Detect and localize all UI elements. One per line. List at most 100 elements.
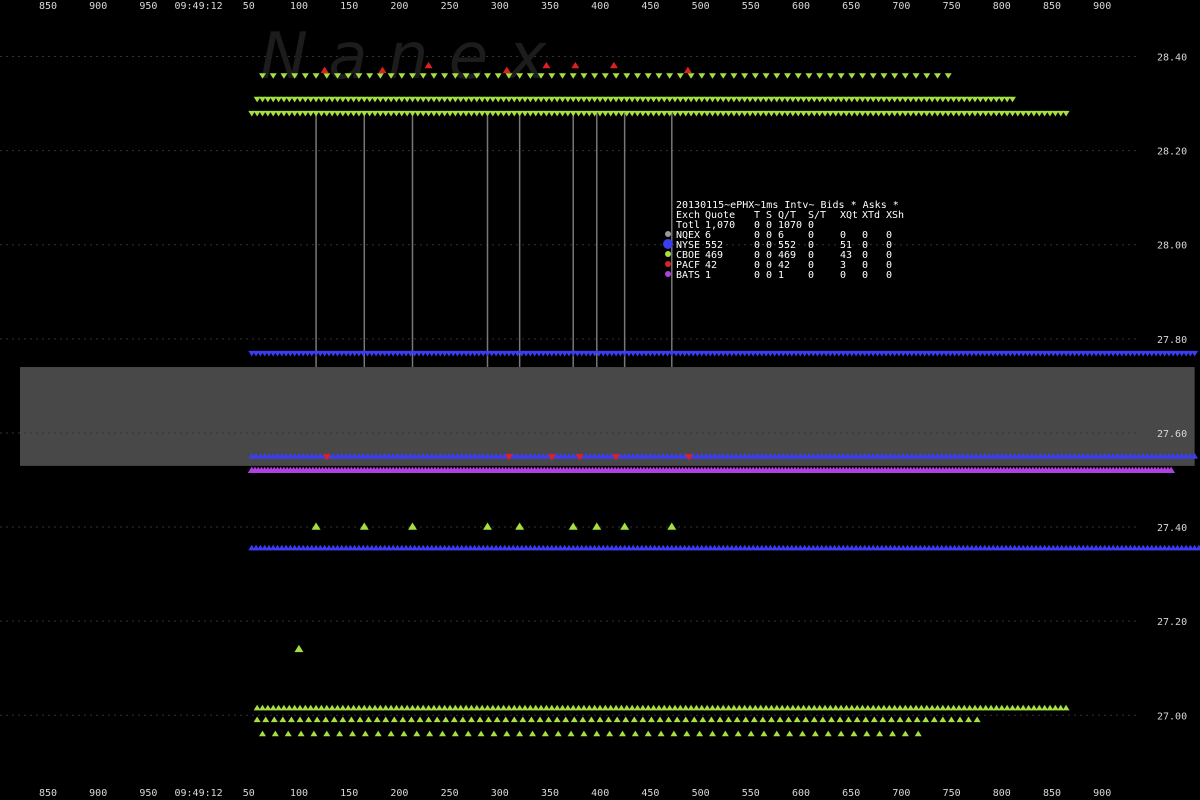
legend-total-cell: 0	[754, 220, 760, 231]
legend-row-nqex-cell: 0	[808, 230, 814, 241]
cboe-bid-marker	[323, 704, 331, 711]
cboe-bid-marker	[789, 704, 797, 711]
cboe-bid-marker	[673, 716, 681, 723]
cboe-ask-marker	[1003, 110, 1011, 117]
legend-row-nqex-cell: 0	[886, 230, 892, 241]
cboe-ask-marker	[387, 73, 395, 79]
cboe-bid-marker	[532, 704, 540, 711]
cboe-ask-marker	[548, 73, 556, 79]
cboe-trade-marker	[311, 522, 321, 530]
cboe-ask-marker	[880, 96, 888, 103]
cboe-bid-marker	[605, 716, 613, 723]
x-tick-label: 600	[792, 1, 810, 12]
legend-row-cboe-cell: 0	[886, 250, 892, 261]
cboe-bid-marker	[644, 730, 652, 737]
cboe-ask-marker	[623, 73, 631, 79]
cboe-ask-marker	[880, 73, 888, 79]
cboe-ask-marker	[291, 73, 299, 79]
cboe-ask-marker	[1041, 110, 1049, 117]
cboe-ask-marker	[446, 96, 454, 103]
cboe-ask-marker	[784, 96, 791, 103]
cboe-ask-marker	[950, 96, 958, 103]
cboe-ask-marker	[660, 96, 668, 103]
cboe-bid-marker	[650, 704, 658, 711]
cboe-bid-marker	[374, 730, 382, 737]
x-tick-label: 800	[993, 1, 1011, 12]
cboe-bid-marker	[762, 704, 770, 711]
cboe-bid-marker	[473, 704, 481, 711]
cboe-ask-marker	[901, 96, 909, 103]
cboe-bid-marker	[426, 730, 434, 737]
cboe-bid-marker	[414, 704, 422, 711]
cboe-bid-marker	[606, 730, 614, 737]
cboe-ask-marker	[1019, 110, 1027, 117]
cboe-trade-marker	[483, 522, 492, 530]
cboe-ask-marker	[323, 110, 331, 117]
cboe-ask-marker	[451, 73, 459, 79]
cboe-ask-marker	[601, 110, 609, 117]
cboe-ask-marker	[730, 96, 738, 103]
cboe-bid-marker	[721, 730, 729, 737]
cboe-ask-marker	[698, 73, 706, 79]
cboe-bid-marker	[476, 716, 484, 723]
cboe-ask-marker	[934, 96, 941, 103]
cboe-bid-marker	[973, 716, 981, 723]
cboe-ask-marker	[275, 96, 283, 103]
pacf-marker	[571, 61, 580, 69]
cboe-ask-marker	[473, 96, 481, 103]
cboe-bid-marker	[617, 704, 625, 711]
cboe-ask-marker	[762, 110, 770, 117]
cboe-ask-marker	[655, 110, 663, 117]
cboe-bid-marker	[859, 704, 866, 711]
cboe-ask-marker	[848, 110, 856, 117]
cboe-ask-marker	[409, 110, 416, 117]
cboe-ask-marker	[864, 110, 872, 117]
cboe-bid-marker	[328, 704, 336, 711]
cboe-bid-marker	[827, 716, 835, 723]
cboe-bid-marker	[521, 704, 529, 711]
cboe-bid-marker	[709, 704, 716, 711]
x-tick-label: 400	[591, 788, 609, 799]
cboe-bid-marker	[836, 716, 844, 723]
legend-row-bats-cell: BATS	[676, 270, 700, 281]
cboe-ask-marker	[912, 110, 920, 117]
cboe-ask-marker	[269, 110, 277, 117]
cboe-bid-marker	[580, 730, 588, 737]
cboe-ask-marker	[767, 110, 775, 117]
x-tick-label: 100	[290, 788, 308, 799]
cboe-bid-marker	[965, 716, 973, 723]
legend-row-bats-cell: 1	[778, 270, 784, 281]
cboe-bid-marker	[824, 730, 832, 737]
pacf-marker	[547, 454, 556, 461]
cboe-ask-marker	[757, 110, 765, 117]
cboe-bid-marker	[1019, 704, 1027, 711]
cboe-ask-marker	[467, 110, 475, 117]
legend-row-bats-cell: 0	[808, 270, 814, 281]
cboe-bid-marker	[947, 716, 955, 723]
cboe-bid-marker	[355, 704, 363, 711]
legend-header-cell: Exch	[676, 210, 700, 221]
cboe-ask-marker	[650, 110, 658, 117]
cboe-ask-marker	[676, 73, 684, 79]
cboe-bid-marker	[344, 704, 352, 711]
cboe-ask-marker	[869, 73, 877, 79]
cboe-ask-marker	[339, 110, 347, 117]
cboe-ask-marker	[575, 96, 583, 103]
cboe-ask-marker	[441, 73, 449, 79]
cboe-ask-marker	[917, 110, 925, 117]
cboe-ask-marker	[248, 110, 256, 117]
nanex-watermark: N a n e x	[260, 20, 547, 94]
cboe-ask-marker	[842, 96, 850, 103]
cboe-ask-marker	[409, 73, 416, 79]
cboe-bid-marker	[885, 704, 893, 711]
cboe-ask-marker	[451, 96, 459, 103]
cboe-ask-marker	[371, 110, 379, 117]
cboe-bid-marker	[896, 716, 904, 723]
cboe-ask-marker	[676, 96, 684, 103]
cboe-ask-marker	[794, 96, 802, 103]
cboe-ask-marker	[312, 96, 320, 103]
cboe-ask-marker	[462, 110, 470, 117]
cboe-bid-marker	[976, 704, 984, 711]
x-tick-label: 09:49:12	[175, 788, 223, 799]
cboe-ask-marker	[709, 110, 716, 117]
